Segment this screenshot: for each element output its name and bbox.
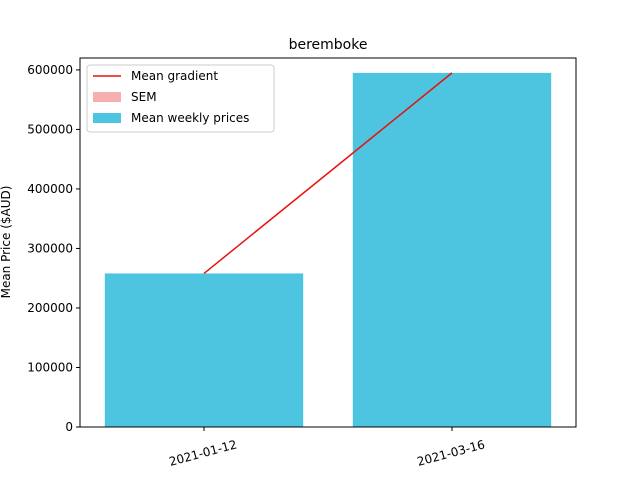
axes-frame	[79, 57, 577, 428]
legend-swatch-patch	[93, 113, 121, 123]
y-axis: 0 100000 200000 300000 400000 500000 600000	[27, 63, 80, 434]
y-tick-label: 0	[65, 420, 73, 434]
x-tick-label: 2021-01-12	[167, 437, 238, 469]
x-axis: 2021-01-12 2021-03-16	[167, 427, 486, 469]
plot-area	[79, 57, 577, 428]
y-tick-label: 400000	[27, 182, 73, 196]
y-tick-label: 300000	[27, 241, 73, 255]
line-group	[203, 72, 453, 275]
y-tick-label: 200000	[27, 301, 73, 315]
legend-label: Mean weekly prices	[131, 111, 249, 125]
legend-label: SEM	[131, 90, 157, 104]
legend: Mean gradient SEM Mean weekly prices	[86, 64, 275, 133]
chart-title: beremboke	[289, 37, 368, 53]
y-tick-label: 500000	[27, 122, 73, 136]
bar-2021-03-16	[352, 72, 552, 428]
legend-box	[86, 64, 275, 133]
y-axis-title: Mean Price ($AUD)	[0, 186, 13, 299]
legend-label: Mean gradient	[131, 69, 218, 83]
legend-swatch-patch	[93, 92, 121, 102]
bar-group	[104, 72, 552, 428]
x-tick-label: 2021-03-16	[415, 437, 486, 469]
y-tick-label: 100000	[27, 360, 73, 374]
y-tick-label: 600000	[27, 63, 73, 77]
mean-gradient-line	[203, 72, 453, 275]
bar-2021-01-12	[104, 273, 304, 427]
